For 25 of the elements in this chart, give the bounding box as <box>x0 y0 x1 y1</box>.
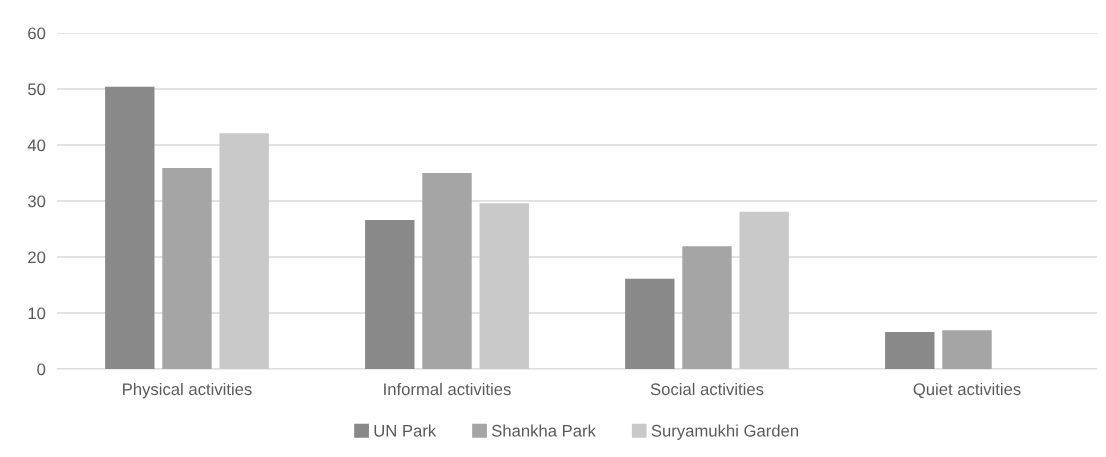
legend-label: Suryamukhi Garden <box>651 424 799 440</box>
bar <box>219 133 269 369</box>
y-tick-label: 50 <box>28 83 46 96</box>
legend-label: UN Park <box>374 424 437 437</box>
y-tick-label: 10 <box>28 307 46 320</box>
bar <box>682 246 732 369</box>
bar <box>365 220 415 369</box>
x-tick-label: Physical activities <box>123 382 252 399</box>
bar <box>422 173 472 369</box>
bar <box>885 332 935 369</box>
bar <box>105 86 155 369</box>
bar <box>942 330 992 369</box>
bar <box>739 211 789 369</box>
y-tick-label: 0 <box>37 363 46 376</box>
y-tick-label: 30 <box>27 195 46 208</box>
x-tick-label: Quiet activities <box>913 382 1021 399</box>
x-tick-label: Informal activities <box>384 382 511 396</box>
y-tick-label: 20 <box>28 251 46 264</box>
x-tick-label: Social activities <box>650 382 764 396</box>
bar <box>162 167 212 369</box>
bar <box>625 278 675 369</box>
y-tick-label: 40 <box>27 139 46 152</box>
bar <box>479 203 529 369</box>
legend-label: Shankha Park <box>491 424 596 437</box>
y-tick-label: 60 <box>28 27 46 40</box>
